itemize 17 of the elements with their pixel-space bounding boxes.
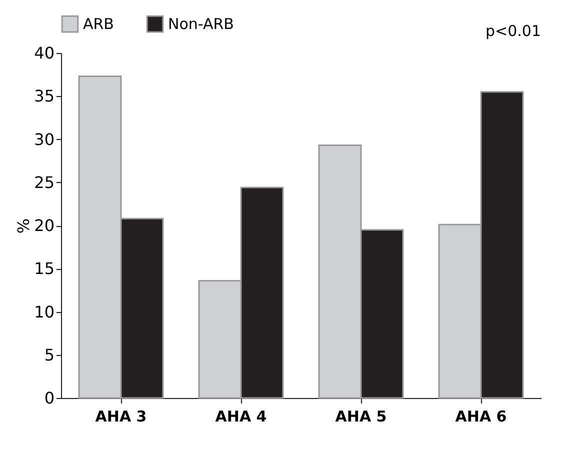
text: p<0.01 [486,22,541,40]
y-tick-label: 10 [34,302,54,322]
y-tick-label: 40 [34,44,54,62]
y-tick-label: 35 [34,86,54,106]
x-tick-label: AHA 4 [215,408,267,426]
y-tick-label: 15 [34,259,54,278]
y-tick-label: 30 [34,130,54,149]
x-tick-label: AHA 3 [95,408,147,426]
legend-label: ARB [83,15,114,34]
y-tick-label: 0 [44,388,54,408]
y-tick-label: 25 [34,172,54,192]
y-tick-label: 20 [34,216,54,235]
y-tick-label: 5 [44,345,54,364]
x-tick-label: AHA 5 [335,408,387,426]
legend-label: Non-ARB [168,15,234,34]
x-tick-label: AHA 6 [455,408,507,426]
y-axis-title: % [14,218,34,234]
